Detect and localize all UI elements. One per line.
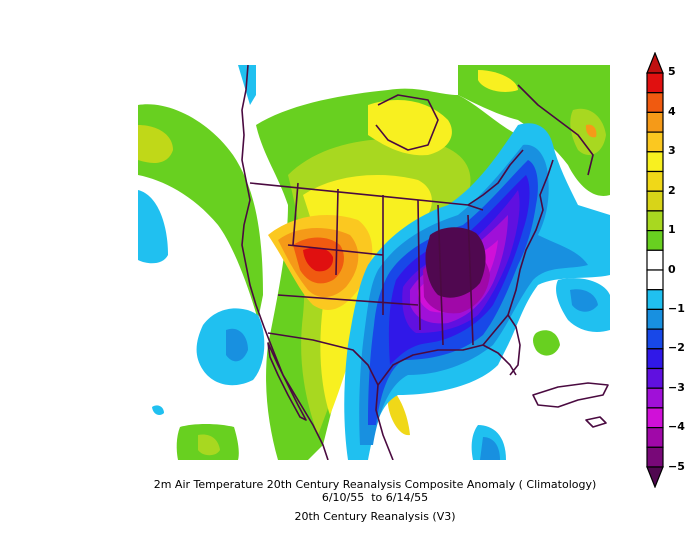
anomaly-map — [138, 65, 610, 460]
colorbar-tick: −3 — [668, 381, 685, 394]
colorbar-tick: −1 — [668, 302, 685, 315]
colorbar-tick: 3 — [668, 144, 676, 157]
colorbar-tick: −4 — [668, 420, 685, 433]
colorbar-tick: 2 — [668, 184, 676, 197]
dataset-label: 20th Century Reanalysis (V3) — [294, 510, 456, 523]
colorbar-tick: 0 — [668, 263, 676, 276]
colorbar-tick: 5 — [668, 65, 676, 78]
map-canvas — [138, 65, 610, 460]
colorbar — [646, 52, 664, 488]
colorbar-tick: −2 — [668, 341, 685, 354]
date-range: 6/10/55 to 6/14/55 — [321, 491, 429, 504]
figure-title: 2m Air Temperature 20th Century Reanalys… — [153, 478, 597, 491]
colorbar-tick: 1 — [668, 223, 676, 236]
colorbar-tick: −5 — [668, 460, 685, 473]
colorbar-tick: 4 — [668, 105, 676, 118]
